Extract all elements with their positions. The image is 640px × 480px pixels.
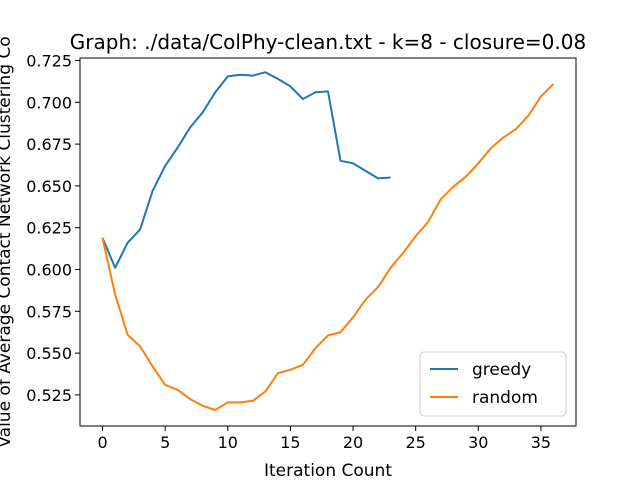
legend: greedy random — [419, 351, 567, 417]
y-tick-label: 0.525 — [26, 386, 72, 405]
x-tick-label: 0 — [97, 433, 107, 452]
x-tick-label: 20 — [343, 433, 363, 452]
series-line-greedy — [101, 71, 391, 269]
legend-label-random: random — [472, 388, 538, 408]
x-tick-label: 35 — [531, 433, 551, 452]
x-axis-label: Iteration Count — [264, 461, 392, 480]
y-tick-label: 0.625 — [26, 219, 72, 238]
x-tick-label: 25 — [405, 433, 425, 452]
y-axis-ticks: 0.525 0.550 0.575 0.600 0.625 0.650 0.675 0.700… — [26, 52, 80, 405]
y-axis-label: Value of Average Contact Network Cluster… — [0, 36, 15, 447]
x-tick-label: 5 — [160, 433, 170, 452]
y-tick-label: 0.550 — [26, 344, 72, 363]
y-tick-label: 0.650 — [26, 177, 72, 196]
x-tick-label: 10 — [218, 433, 238, 452]
plot-area-frame — [79, 57, 577, 427]
y-tick-label: 0.675 — [26, 135, 72, 154]
series-lines — [101, 71, 555, 411]
chart-title: Graph: ./data/ColPhy-clean.txt - k=8 - c… — [70, 30, 586, 54]
y-tick-label: 0.600 — [26, 261, 72, 280]
x-tick-label: 30 — [468, 433, 488, 452]
y-tick-label: 0.700 — [26, 93, 72, 112]
x-axis-ticks: 0 5 10 15 20 25 30 35 — [97, 426, 551, 452]
y-tick-label: 0.575 — [26, 302, 72, 321]
y-tick-label: 0.725 — [26, 52, 72, 71]
x-tick-label: 15 — [280, 433, 300, 452]
series-line-random — [101, 83, 555, 411]
legend-label-greedy: greedy — [472, 360, 531, 380]
